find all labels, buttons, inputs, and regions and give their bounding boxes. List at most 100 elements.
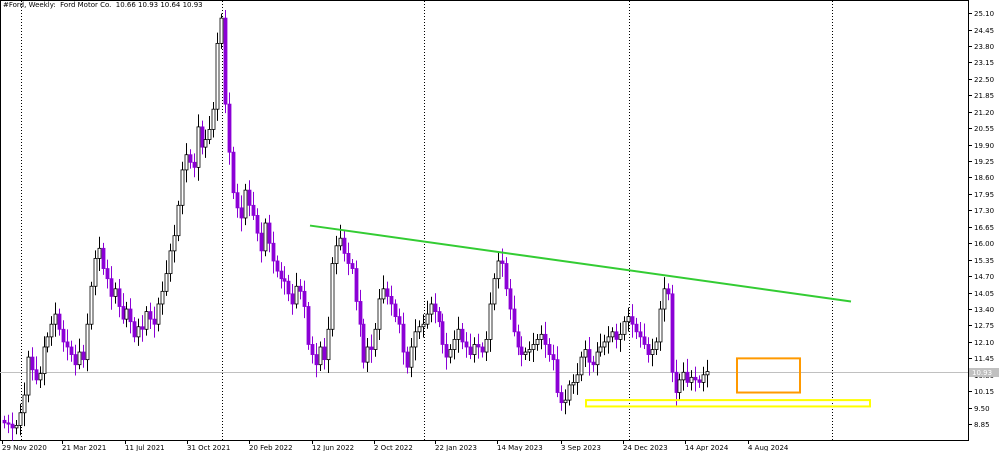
candle-bearish bbox=[500, 260, 505, 264]
candle-bearish bbox=[65, 341, 70, 348]
candle-bullish bbox=[456, 328, 461, 340]
candle-bearish bbox=[547, 344, 552, 355]
candle-bearish bbox=[437, 311, 442, 323]
candle-bearish bbox=[200, 126, 205, 148]
candle-bullish bbox=[417, 326, 422, 333]
candle-bullish bbox=[472, 344, 477, 355]
candle-bearish bbox=[508, 288, 513, 310]
candle-bullish bbox=[22, 394, 27, 414]
candle-bearish bbox=[227, 103, 232, 153]
candle-bearish bbox=[298, 285, 303, 292]
y-tick-label: 21.85 bbox=[974, 92, 994, 100]
candle-bearish bbox=[128, 308, 133, 323]
y-tick-label: 16.00 bbox=[974, 240, 994, 248]
candle-bullish bbox=[53, 313, 58, 325]
y-tick-label: 16.65 bbox=[974, 224, 994, 232]
candle-bullish bbox=[172, 235, 177, 252]
candle-bullish bbox=[583, 349, 588, 358]
candle-bearish bbox=[290, 293, 295, 305]
y-tick-label: 10.15 bbox=[974, 388, 994, 396]
candle-bearish bbox=[369, 346, 374, 350]
x-tick-label: 24 Dec 2023 bbox=[623, 444, 668, 451]
support-zone-box bbox=[585, 399, 871, 408]
candle-bullish bbox=[705, 371, 710, 376]
candle-bearish bbox=[279, 270, 284, 280]
candle-bullish bbox=[373, 328, 378, 350]
candle-bearish bbox=[468, 346, 473, 355]
candle-bearish bbox=[247, 189, 252, 206]
y-tick-label: 25.10 bbox=[974, 10, 994, 18]
candle-bullish bbox=[606, 336, 611, 343]
x-tick-label: 29 Nov 2020 bbox=[2, 444, 47, 451]
candle-bearish bbox=[559, 392, 564, 404]
candle-bullish bbox=[488, 303, 493, 340]
y-tick-label: 8.85 bbox=[974, 421, 990, 429]
candle-bearish bbox=[302, 290, 307, 307]
candle-bearish bbox=[10, 423, 15, 429]
candle-bearish bbox=[638, 331, 643, 338]
consolidation-box bbox=[736, 357, 801, 394]
candle-bullish bbox=[85, 323, 90, 361]
candle-bearish bbox=[223, 17, 228, 105]
candle-bearish bbox=[358, 301, 363, 325]
candle-bearish bbox=[385, 288, 390, 297]
candle-bullish bbox=[26, 356, 31, 396]
candle-bullish bbox=[168, 250, 173, 275]
candle-bearish bbox=[81, 351, 86, 361]
y-tick-label: 17.95 bbox=[974, 191, 994, 199]
candle-bullish bbox=[425, 313, 430, 325]
candle-bearish bbox=[476, 344, 481, 348]
candle-bullish bbox=[523, 351, 528, 355]
candle-bullish bbox=[658, 308, 663, 343]
candle-bearish bbox=[397, 316, 402, 325]
candle-bullish bbox=[626, 316, 631, 323]
candle-bullish bbox=[365, 346, 370, 363]
y-tick-label: 18.60 bbox=[974, 174, 994, 182]
candle-bullish bbox=[654, 341, 659, 350]
y-tick-label: 9.50 bbox=[974, 405, 990, 413]
candle-bearish bbox=[460, 328, 465, 343]
candle-bearish bbox=[306, 306, 311, 345]
candle-bullish bbox=[330, 263, 335, 330]
candle-bullish bbox=[492, 278, 497, 305]
candle-bullish bbox=[595, 351, 600, 366]
candle-bearish bbox=[440, 321, 445, 345]
candle-bearish bbox=[444, 344, 449, 358]
candle-bearish bbox=[504, 263, 509, 290]
candle-bearish bbox=[69, 346, 74, 355]
y-tick-label: 20.55 bbox=[974, 125, 994, 133]
candle-bearish bbox=[188, 154, 193, 163]
candle-bearish bbox=[117, 288, 122, 307]
candle-bearish bbox=[231, 151, 236, 194]
y-tick-label: 23.15 bbox=[974, 59, 994, 67]
candle-bearish bbox=[2, 419, 7, 424]
candle-bullish bbox=[144, 311, 149, 330]
candle-bullish bbox=[618, 333, 623, 340]
candle-bullish bbox=[662, 288, 667, 310]
candle-bearish bbox=[132, 321, 137, 338]
candle-bullish bbox=[484, 338, 489, 353]
candle-bullish bbox=[211, 108, 216, 130]
candle-bullish bbox=[421, 323, 426, 328]
candle-bearish bbox=[259, 232, 264, 252]
candle-bullish bbox=[77, 351, 82, 366]
candle-bullish bbox=[207, 129, 212, 140]
candle-bearish bbox=[519, 346, 524, 355]
candle-bullish bbox=[263, 222, 268, 252]
candle-bearish bbox=[346, 252, 351, 264]
candle-bullish bbox=[409, 346, 414, 368]
y-tick-label: 19.25 bbox=[974, 158, 994, 166]
candle-bullish bbox=[160, 290, 165, 305]
candle-bullish bbox=[689, 376, 694, 383]
candle-bearish bbox=[389, 295, 394, 305]
x-tick-label: 4 Aug 2024 bbox=[748, 444, 789, 451]
candle-bearish bbox=[551, 354, 556, 361]
candle-bullish bbox=[196, 126, 201, 168]
candle-bullish bbox=[610, 331, 615, 338]
candle-bearish bbox=[101, 247, 106, 269]
candle-bullish bbox=[176, 204, 181, 237]
candle-bearish bbox=[61, 328, 66, 343]
x-tick-label: 2 Oct 2022 bbox=[374, 444, 413, 451]
candle-bullish bbox=[602, 341, 607, 348]
